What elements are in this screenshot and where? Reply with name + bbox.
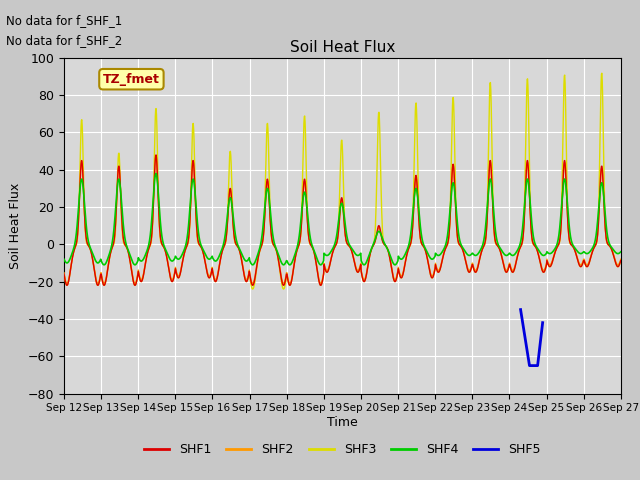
Legend: SHF1, SHF2, SHF3, SHF4, SHF5: SHF1, SHF2, SHF3, SHF4, SHF5 [139,438,546,461]
Text: No data for f_SHF_1: No data for f_SHF_1 [6,14,123,27]
Y-axis label: Soil Heat Flux: Soil Heat Flux [9,182,22,269]
Title: Soil Heat Flux: Soil Heat Flux [290,40,395,55]
Text: No data for f_SHF_2: No data for f_SHF_2 [6,34,123,47]
X-axis label: Time: Time [327,416,358,429]
Text: TZ_fmet: TZ_fmet [103,73,160,86]
